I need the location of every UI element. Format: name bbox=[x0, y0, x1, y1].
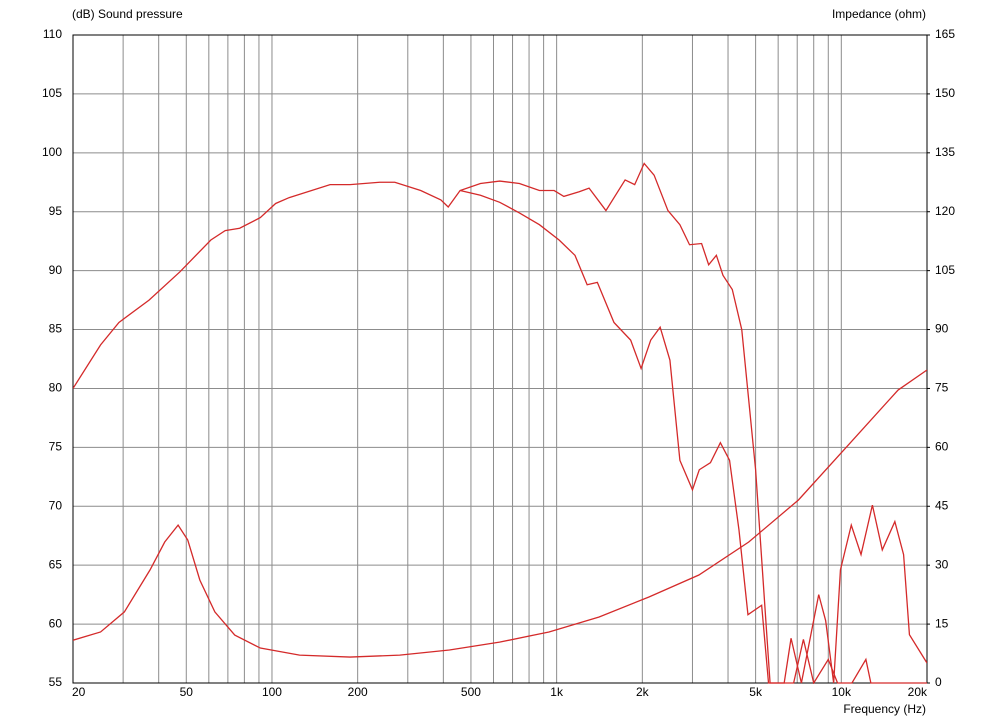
y-tick-label: 110 bbox=[43, 27, 62, 41]
y-tick-label: 60 bbox=[49, 616, 63, 630]
x-tick-label: 5k bbox=[749, 685, 763, 699]
y-tick-label: 75 bbox=[49, 440, 63, 454]
y2-axis-label: Impedance (ohm) bbox=[832, 7, 926, 21]
x-axis-label: Frequency (Hz) bbox=[843, 702, 926, 716]
x-tick-label: 500 bbox=[461, 685, 481, 699]
x-tick-label: 20k bbox=[908, 685, 928, 699]
y-tick-label: 95 bbox=[49, 204, 63, 218]
y2-tick-label: 165 bbox=[935, 27, 955, 41]
y2-tick-label: 30 bbox=[935, 557, 949, 571]
y2-tick-label: 135 bbox=[935, 145, 955, 159]
y2-tick-label: 90 bbox=[935, 322, 949, 336]
x-tick-label: 100 bbox=[262, 685, 282, 699]
x-tick-label: 200 bbox=[348, 685, 368, 699]
y2-tick-label: 45 bbox=[935, 498, 949, 512]
y2-tick-label: 105 bbox=[935, 263, 955, 277]
y-tick-label: 100 bbox=[42, 145, 62, 159]
y2-tick-label: 60 bbox=[935, 440, 949, 454]
y-tick-label: 80 bbox=[49, 381, 63, 395]
y2-tick-label: 150 bbox=[935, 86, 955, 100]
y-tick-label: 85 bbox=[49, 322, 63, 336]
y-axis-label: (dB) Sound pressure bbox=[72, 7, 183, 21]
line bbox=[73, 369, 927, 658]
line bbox=[73, 162, 927, 684]
y2-tick-label: 0 bbox=[935, 675, 942, 689]
x-tick-label: 10k bbox=[832, 685, 852, 699]
y-tick-label: 90 bbox=[49, 263, 63, 277]
y-tick-label: 105 bbox=[42, 86, 62, 100]
x-tick-label: 20 bbox=[72, 685, 86, 699]
line bbox=[459, 189, 927, 684]
y2-tick-label: 15 bbox=[935, 616, 949, 630]
y-tick-label: 65 bbox=[49, 557, 63, 571]
y2-tick-label: 75 bbox=[935, 381, 949, 395]
plot-border bbox=[72, 34, 928, 684]
y-tick-label: 70 bbox=[49, 498, 63, 512]
y2-tick-label: 120 bbox=[935, 204, 955, 218]
x-tick-label: 1k bbox=[550, 685, 564, 699]
y-tick-label: 55 bbox=[49, 675, 63, 689]
x-tick-label: 2k bbox=[636, 685, 650, 699]
x-tick-label: 50 bbox=[180, 685, 194, 699]
